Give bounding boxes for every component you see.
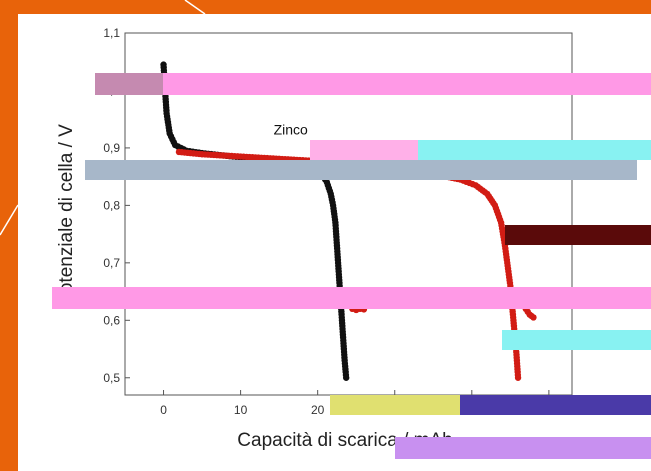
- image-artifacts: [52, 73, 651, 459]
- artifact-gray-band: [85, 160, 637, 180]
- artifact-violet-band: [395, 437, 651, 459]
- annotation-zinco: Zinco: [274, 122, 308, 138]
- decorative-line-left: [0, 204, 19, 236]
- artifact-yellow-band: [330, 395, 460, 415]
- y-tick-label: 1,1: [103, 26, 120, 40]
- decorative-line-top: [184, 0, 206, 15]
- artifact-mosaic-bottom: [460, 395, 651, 415]
- y-tick-label: 0,9: [103, 141, 120, 155]
- artifact-mosaic-top-left: [95, 73, 163, 95]
- artifact-cyan-block-low: [502, 330, 651, 350]
- y-axis-label: Potenziale di cella / V: [56, 124, 77, 306]
- artifact-pink-band-low: [52, 287, 651, 309]
- data-point: [530, 314, 537, 321]
- y-tick-label: 0,7: [103, 256, 120, 270]
- data-point: [342, 374, 350, 381]
- y-tick-label: 0,6: [103, 313, 120, 327]
- artifact-maroon-band: [505, 225, 651, 245]
- artifact-pink-band-top: [95, 73, 651, 95]
- x-tick-label: 0: [160, 403, 167, 417]
- x-tick-label: 20: [311, 403, 325, 417]
- artifact-pink-block-mid: [310, 140, 418, 160]
- y-tick-label: 0,8: [103, 198, 120, 212]
- series-layer: [160, 61, 537, 381]
- series-zinco: [160, 61, 350, 381]
- y-tick-label: 0,5: [103, 371, 120, 385]
- data-point: [514, 374, 522, 381]
- series-1: [175, 148, 522, 381]
- x-tick-label: 10: [234, 403, 248, 417]
